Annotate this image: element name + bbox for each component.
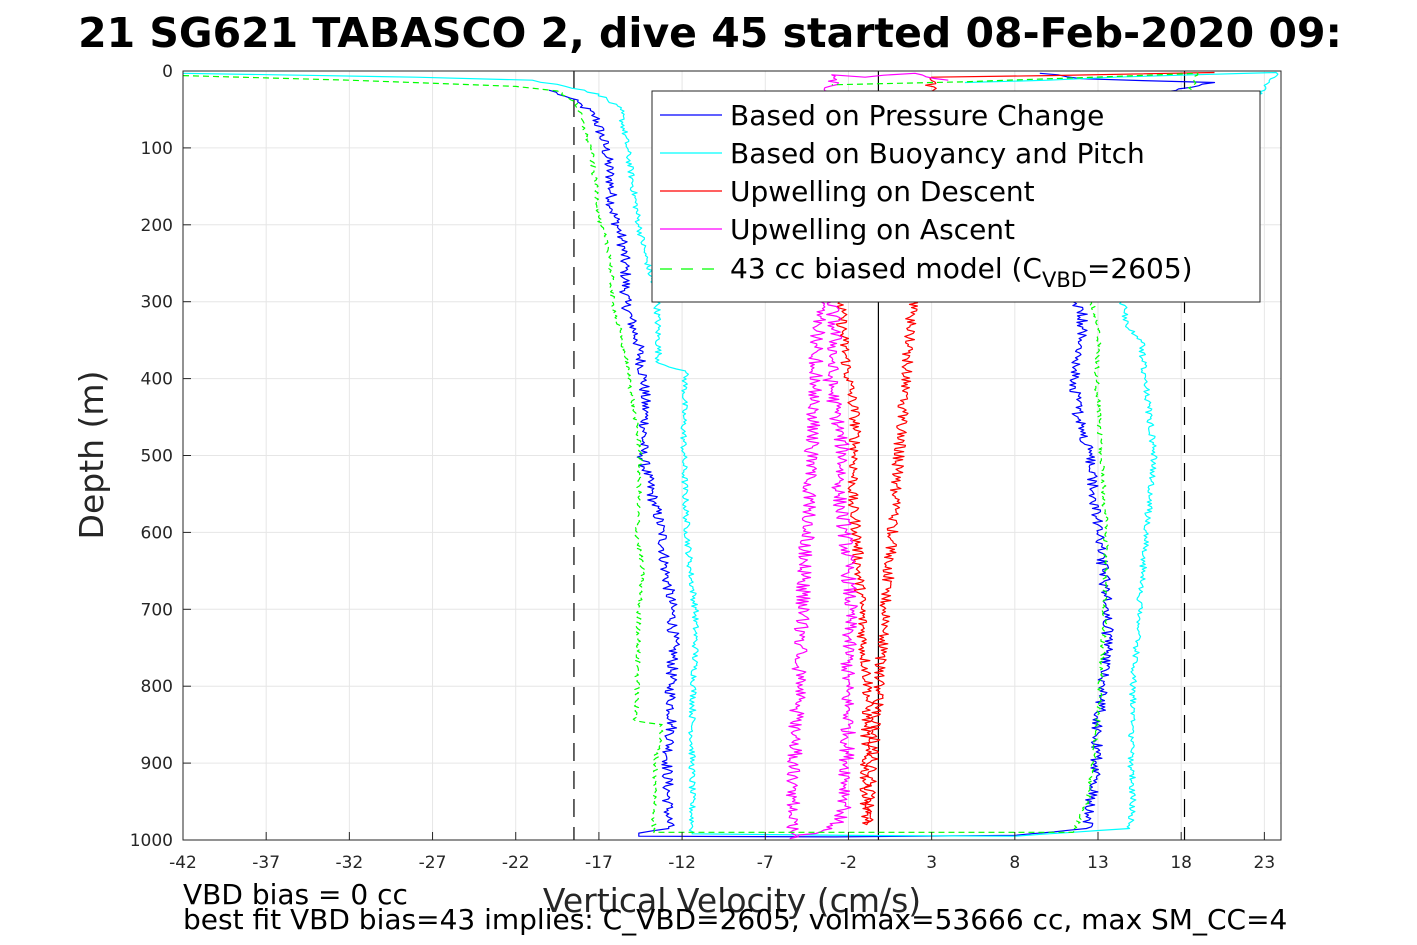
legend-box <box>651 90 1261 303</box>
x-tick-label: -27 <box>419 853 447 873</box>
y-tick-label: 500 <box>141 447 173 467</box>
x-tick-label: 18 <box>1170 853 1192 873</box>
x-tick-label: -32 <box>335 853 363 873</box>
x-tick-label: -37 <box>252 853 280 873</box>
x-axis-ticks: -42 -37 -32 -27 -22 -17 -12 -7 -2 3 8 13 18 23 <box>169 832 1275 873</box>
y-tick-label: 300 <box>141 293 173 313</box>
legend-item-buoyancy: Based on Buoyancy and Pitch <box>660 137 1145 170</box>
legend-label-model-main: 43 cc biased model (C <box>730 252 1042 285</box>
legend: Based on Pressure Change Based on Buoyan… <box>651 90 1261 303</box>
y-tick-label: 700 <box>141 600 173 620</box>
x-tick-label: 8 <box>1009 853 1020 873</box>
y-tick-label: 800 <box>141 677 173 697</box>
series-line-pressure <box>548 72 1216 838</box>
x-tick-label: -42 <box>169 853 197 873</box>
footer-vbd-bias: VBD bias = 0 cc <box>183 878 408 911</box>
x-tick-label: -7 <box>757 853 774 873</box>
x-tick-label: -12 <box>668 853 696 873</box>
legend-label-descent: Upwelling on Descent <box>730 175 1035 208</box>
legend-item-pressure: Based on Pressure Change <box>660 99 1104 132</box>
legend-label-ascent: Upwelling on Ascent <box>730 213 1015 246</box>
y-tick-label: 100 <box>141 139 173 159</box>
x-tick-label: 23 <box>1254 853 1276 873</box>
footer-best-fit: best fit VBD bias=43 implies: C_VBD=2605… <box>183 903 1287 936</box>
y-tick-label: 900 <box>141 754 173 774</box>
series-line-model <box>183 72 1199 833</box>
legend-item-ascent: Upwelling on Ascent <box>660 213 1015 246</box>
legend-item-descent: Upwelling on Descent <box>660 175 1035 208</box>
legend-label-model-sub: VBD <box>1042 268 1087 292</box>
legend-item-model: 43 cc biased model (CVBD=2605) <box>660 252 1193 292</box>
legend-label-buoyancy: Based on Buoyancy and Pitch <box>730 137 1145 170</box>
x-tick-label: -22 <box>502 853 530 873</box>
series-line-buoyancy <box>183 71 1279 837</box>
chart-title: 21 SG621 TABASCO 2, dive 45 started 08-F… <box>78 9 1342 57</box>
y-tick-label: 0 <box>162 62 173 82</box>
x-tick-label: 13 <box>1087 853 1109 873</box>
legend-label-model: 43 cc biased model (CVBD=2605) <box>730 252 1193 292</box>
y-tick-label: 400 <box>141 370 173 390</box>
y-tick-label: 1000 <box>130 831 173 851</box>
x-tick-label: -17 <box>585 853 613 873</box>
y-tick-label: 200 <box>141 216 173 236</box>
y-axis-label: Depth (m) <box>72 371 111 540</box>
x-tick-label: 3 <box>926 853 937 873</box>
y-axis-ticks: 0 100 200 300 400 500 600 700 800 900 1000 <box>130 62 191 851</box>
y-tick-label: 600 <box>141 523 173 543</box>
legend-label-pressure: Based on Pressure Change <box>730 99 1104 132</box>
x-tick-label: -2 <box>840 853 857 873</box>
legend-label-model-end: =2605) <box>1087 252 1193 285</box>
x-axis-label: Vertical Velocity (cm/s) <box>543 881 921 920</box>
